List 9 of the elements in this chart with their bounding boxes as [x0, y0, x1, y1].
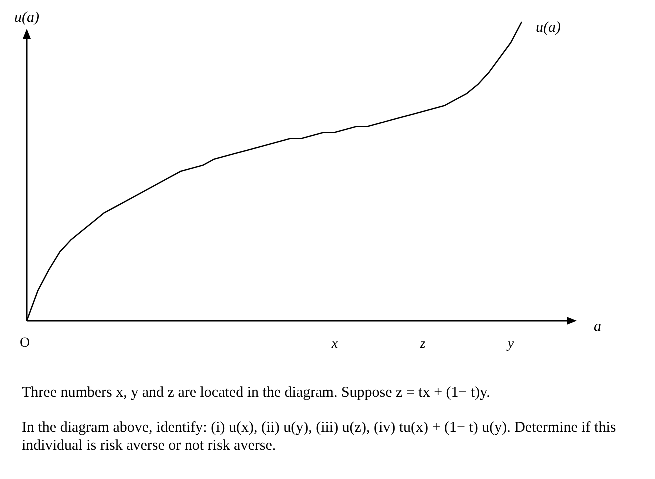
y-axis-title: u(a)	[14, 10, 40, 26]
x-axis-title: a	[594, 319, 602, 335]
text: Three numbers x, y and z are located in the diagram. Suppose z = tx + (1− t)y.	[22, 385, 490, 401]
x-tick-label: z	[419, 337, 426, 352]
series-label: u(a)	[536, 20, 561, 36]
x-tick-label: y	[506, 337, 515, 352]
text: In the diagram above, identify: (i) u(x), (ii) u(y), (iii) u(z), (iv) tu(x) + (1− t) u(y). Determine if this individual is risk averse or not risk averse.	[22, 420, 616, 454]
x-tick-label: x	[330, 337, 339, 352]
text: O	[20, 336, 30, 351]
